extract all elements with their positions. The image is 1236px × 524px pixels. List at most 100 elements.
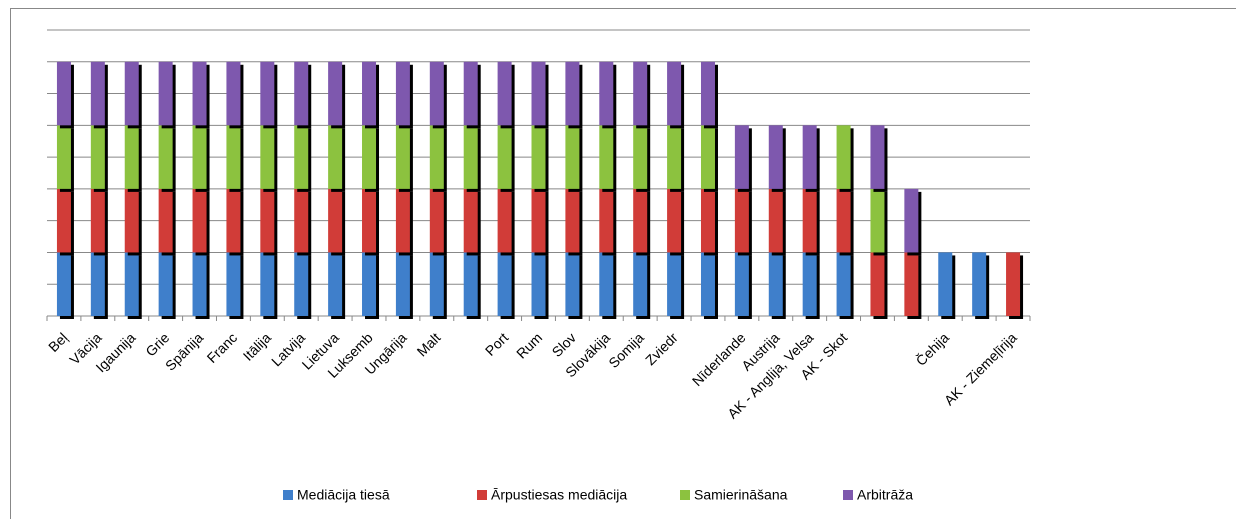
bar-segment	[193, 62, 207, 126]
bar-segment	[91, 62, 105, 126]
bar-segment	[294, 125, 308, 189]
bar-segment	[532, 62, 546, 126]
bar-segment	[599, 189, 613, 253]
bar-segment	[57, 189, 71, 253]
bar-segment	[125, 189, 139, 253]
bar-segment	[159, 189, 173, 253]
x-tick-label: Nīderlande	[689, 329, 749, 389]
bar-segment	[193, 252, 207, 316]
bar-segment	[294, 252, 308, 316]
legend-swatch	[680, 490, 690, 500]
bar-segment	[125, 62, 139, 126]
bar-segment	[226, 62, 240, 126]
bar-segment	[362, 189, 376, 253]
bar-segment	[57, 125, 71, 189]
bar-segment	[464, 252, 478, 316]
bar-segment	[294, 189, 308, 253]
bar-segment	[803, 252, 817, 316]
bar-segment	[769, 252, 783, 316]
legend-swatch	[843, 490, 853, 500]
x-tick-label: Čehija	[913, 329, 953, 369]
bar-segment	[769, 125, 783, 189]
bar-segment	[430, 62, 444, 126]
bar-segment	[633, 62, 647, 126]
bar-segment	[735, 189, 749, 253]
bar-segment	[904, 252, 918, 316]
legend-label: Mediācija tiesā	[297, 487, 390, 503]
bar-segment	[904, 189, 918, 253]
bar-segment	[565, 62, 579, 126]
bar-segment	[599, 62, 613, 126]
x-tick-label: Malt	[414, 329, 444, 359]
bar-segment	[328, 252, 342, 316]
bar-segment	[464, 125, 478, 189]
legend-label: Arbitrāža	[857, 487, 913, 503]
bar-segment	[260, 252, 274, 316]
legend-swatch	[477, 490, 487, 500]
legend-label: Samierināšana	[694, 487, 788, 503]
bar-segment	[328, 189, 342, 253]
bar-segment	[294, 62, 308, 126]
bar-segment	[226, 252, 240, 316]
bar-segment	[362, 252, 376, 316]
bar-segment	[125, 252, 139, 316]
bar-segment	[498, 189, 512, 253]
bar-segment	[769, 189, 783, 253]
bar-segment	[633, 252, 647, 316]
x-tick-label: Beļ	[45, 329, 71, 355]
bar-segment	[159, 125, 173, 189]
bar-segment	[701, 62, 715, 126]
bar-segment	[159, 62, 173, 126]
bar-segment	[633, 189, 647, 253]
bar-segment	[260, 189, 274, 253]
x-tick-label: Spānija	[162, 329, 206, 373]
bar-segment	[91, 189, 105, 253]
bar-segment	[464, 62, 478, 126]
bar-segment	[125, 125, 139, 189]
legend-label: Ārpustiesas mediācija	[491, 487, 627, 503]
bar-segment	[498, 252, 512, 316]
bar-segment	[565, 252, 579, 316]
bar-segment	[735, 125, 749, 189]
bar-segment	[938, 252, 952, 316]
bar-segment	[735, 252, 749, 316]
bar-segment	[972, 252, 986, 316]
bar-segment	[532, 189, 546, 253]
bar-segment	[57, 252, 71, 316]
bar-segment	[91, 125, 105, 189]
bar-segment	[193, 125, 207, 189]
bar-segment	[803, 125, 817, 189]
bar-segment	[1006, 252, 1020, 316]
bar-segment	[328, 62, 342, 126]
bar-segment	[870, 252, 884, 316]
bar-segment	[193, 189, 207, 253]
bar-segment	[396, 62, 410, 126]
x-tick-label: Grie	[142, 329, 172, 359]
bar-segment	[226, 125, 240, 189]
bar-segment	[667, 189, 681, 253]
x-tick-label: Rum	[513, 329, 545, 361]
bar-segment	[599, 125, 613, 189]
bar-segment	[565, 125, 579, 189]
bar-segment	[362, 62, 376, 126]
bar-segment	[159, 252, 173, 316]
bar-segment	[837, 252, 851, 316]
bar-segment	[91, 252, 105, 316]
bar-segment	[837, 125, 851, 189]
bar-segment	[498, 125, 512, 189]
bar-segment	[565, 189, 579, 253]
bar-segment	[396, 252, 410, 316]
bar-segment	[396, 189, 410, 253]
x-tick-label: Zviedr	[642, 329, 681, 368]
bar-segment	[260, 125, 274, 189]
bar-segment	[532, 252, 546, 316]
bar-segment	[667, 252, 681, 316]
bar-segment	[701, 189, 715, 253]
bar-segment	[430, 189, 444, 253]
bar-segment	[430, 125, 444, 189]
bar-segment	[260, 62, 274, 126]
x-tick-label: AK - Ziemeļīrija	[941, 329, 1020, 408]
x-tick-label: Somija	[605, 329, 647, 371]
bar-segment	[837, 189, 851, 253]
